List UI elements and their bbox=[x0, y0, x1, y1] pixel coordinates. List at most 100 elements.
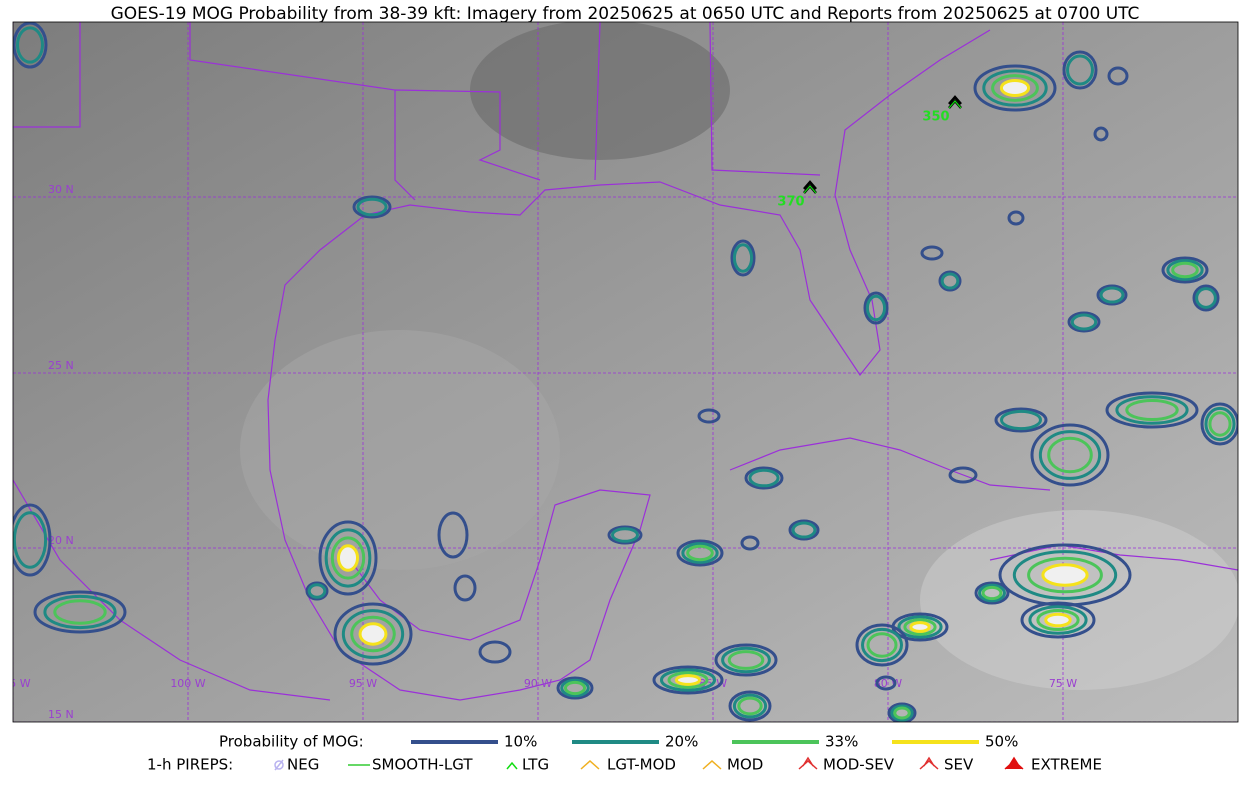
contour bbox=[863, 291, 889, 325]
contour bbox=[341, 609, 405, 659]
legend-label: MOD bbox=[727, 756, 763, 774]
contour bbox=[948, 466, 978, 484]
contour bbox=[1012, 550, 1118, 600]
contour bbox=[13, 503, 52, 577]
contour bbox=[563, 680, 587, 696]
contour bbox=[791, 521, 817, 539]
legend-symbol bbox=[506, 761, 518, 770]
contour bbox=[358, 622, 388, 646]
legend-label: 33% bbox=[825, 733, 858, 751]
legend-symbol bbox=[702, 759, 722, 770]
contour bbox=[1208, 411, 1232, 437]
contour bbox=[887, 702, 917, 722]
contour bbox=[981, 585, 1003, 601]
borders bbox=[13, 22, 81, 128]
cloud-region bbox=[920, 510, 1238, 690]
contour bbox=[1171, 261, 1199, 279]
contour bbox=[1070, 313, 1098, 331]
hispaniola bbox=[989, 544, 1238, 571]
legend-label: 20% bbox=[665, 733, 698, 751]
latitude-label: 25 N bbox=[48, 359, 74, 372]
pirep-symbol bbox=[948, 100, 962, 109]
contour bbox=[333, 602, 413, 666]
pirep-markers: 350 370 bbox=[777, 95, 962, 210]
contour bbox=[893, 706, 911, 720]
legend-label: EXTREME bbox=[1031, 756, 1102, 774]
pirep-label: 370 bbox=[777, 195, 804, 210]
legend-symbol bbox=[580, 759, 600, 770]
contour bbox=[903, 618, 937, 636]
legend-symbol bbox=[1004, 756, 1024, 770]
contour bbox=[721, 646, 771, 674]
contour bbox=[652, 665, 724, 695]
cuba bbox=[729, 437, 1051, 491]
contour bbox=[1062, 50, 1098, 90]
contour bbox=[920, 245, 944, 261]
mog-contours bbox=[13, 22, 1238, 722]
contour bbox=[727, 650, 765, 670]
contour bbox=[13, 22, 48, 69]
contour bbox=[991, 74, 1039, 102]
contour bbox=[1115, 395, 1189, 425]
contour bbox=[611, 527, 639, 543]
longitude-label: 95 W bbox=[349, 677, 377, 690]
contour bbox=[714, 643, 778, 677]
contour bbox=[737, 696, 763, 716]
contour bbox=[1105, 391, 1199, 429]
contour bbox=[909, 621, 931, 633]
contour bbox=[350, 615, 396, 653]
contour bbox=[974, 581, 1010, 605]
contour bbox=[318, 520, 378, 596]
contour bbox=[676, 539, 724, 567]
contour bbox=[788, 519, 820, 541]
title: GOES-19 MOG Probability from 38-39 kft: … bbox=[111, 4, 1140, 24]
legend-label: NEG bbox=[287, 756, 319, 774]
legend-label: 50% bbox=[985, 733, 1018, 751]
contour bbox=[866, 632, 898, 658]
longitude-label: 100 W bbox=[170, 677, 205, 690]
longitude-label: 90 W bbox=[524, 677, 552, 690]
contour bbox=[1020, 601, 1096, 639]
contour bbox=[875, 675, 897, 691]
contour bbox=[1096, 284, 1128, 306]
contour bbox=[356, 197, 388, 217]
contour bbox=[1036, 608, 1080, 632]
latitude-label: 20 N bbox=[48, 534, 74, 547]
contour bbox=[728, 690, 772, 722]
contour bbox=[1093, 126, 1109, 142]
contour bbox=[1107, 66, 1129, 86]
contour bbox=[1000, 409, 1042, 431]
contour bbox=[330, 536, 366, 580]
legend-label: LGT-MOD bbox=[607, 756, 676, 774]
contour bbox=[1161, 256, 1209, 284]
contour bbox=[861, 627, 903, 663]
contour bbox=[1038, 430, 1102, 480]
contour bbox=[556, 676, 594, 700]
contour bbox=[855, 623, 909, 667]
pirep-label: 350 bbox=[922, 110, 949, 125]
contour bbox=[13, 511, 48, 569]
contour bbox=[1030, 423, 1110, 487]
contour bbox=[686, 544, 714, 562]
contour bbox=[730, 239, 756, 277]
contour bbox=[1195, 287, 1217, 309]
cloud-region bbox=[240, 330, 560, 570]
contour bbox=[865, 294, 887, 322]
contour bbox=[352, 195, 392, 219]
contour bbox=[478, 640, 512, 664]
contour bbox=[305, 581, 329, 601]
contour bbox=[732, 243, 754, 273]
contour bbox=[978, 583, 1006, 603]
contour bbox=[659, 668, 717, 692]
contour bbox=[674, 674, 702, 686]
borders bbox=[189, 22, 821, 201]
latitude-label: 15 N bbox=[48, 708, 74, 721]
legend-symbol bbox=[798, 756, 818, 770]
contour bbox=[667, 671, 709, 689]
latitude-label: 30 N bbox=[48, 183, 74, 196]
legend: Probability of MOG: 10% 20% 33% 50% 1-h PIREP… bbox=[147, 733, 1102, 774]
coastline bbox=[13, 479, 331, 701]
